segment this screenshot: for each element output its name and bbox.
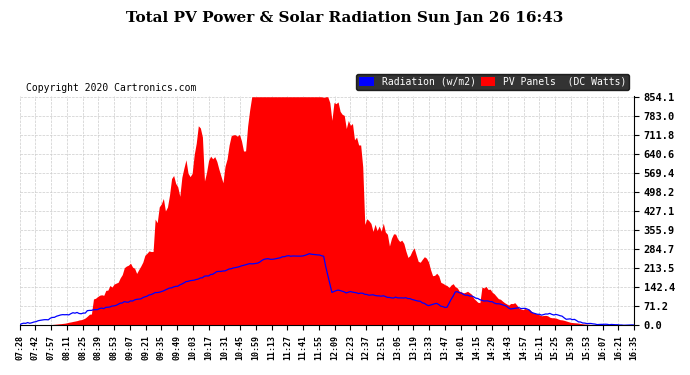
Text: Total PV Power & Solar Radiation Sun Jan 26 16:43: Total PV Power & Solar Radiation Sun Jan…	[126, 11, 564, 25]
Legend: Radiation (w/m2), PV Panels  (DC Watts): Radiation (w/m2), PV Panels (DC Watts)	[356, 74, 629, 90]
Text: Copyright 2020 Cartronics.com: Copyright 2020 Cartronics.com	[26, 83, 196, 93]
